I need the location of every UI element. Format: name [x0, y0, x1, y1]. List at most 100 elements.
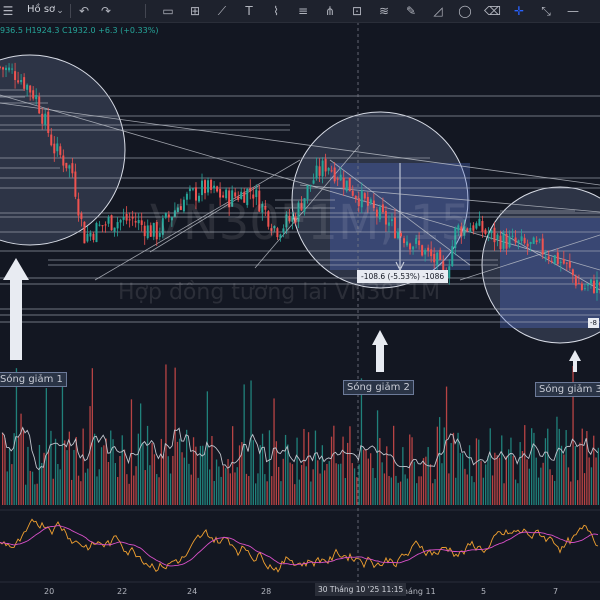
volume-bar — [261, 433, 264, 505]
x-tick: 28 — [261, 587, 272, 596]
volume-bar — [416, 483, 418, 505]
volume-bar — [199, 445, 202, 505]
x-tick: 22 — [117, 587, 128, 596]
wave1-arrow — [3, 258, 29, 360]
volume-bar — [57, 463, 59, 505]
candle-body — [336, 178, 339, 180]
measure-icon[interactable]: ⤡ — [541, 4, 551, 18]
candle-body — [155, 222, 158, 240]
volume-bar — [395, 475, 397, 505]
volume-bar — [381, 462, 383, 505]
candle-body — [240, 191, 243, 200]
volume-bar — [117, 476, 119, 505]
volume-bar — [457, 432, 459, 505]
volume-bar — [496, 455, 498, 505]
candle-body — [427, 247, 430, 251]
volume-bar — [151, 443, 153, 505]
volume-bar — [91, 368, 93, 505]
volume-bar — [397, 482, 399, 505]
candle-body — [14, 71, 17, 80]
polygon-icon[interactable]: ◿ — [433, 4, 443, 18]
volume-bar — [222, 465, 225, 505]
volume-bar — [31, 471, 34, 505]
candle-body — [219, 188, 222, 198]
volume-bar — [544, 438, 547, 505]
profile-selector[interactable]: Hồ sơ — [27, 4, 56, 15]
volume-bar — [558, 428, 560, 505]
candle-body — [400, 233, 403, 237]
volume-bar — [27, 446, 29, 505]
line-icon[interactable]: — — [567, 4, 579, 18]
rsi-layer — [0, 509, 600, 583]
pen-icon[interactable]: ✎ — [405, 4, 417, 18]
candle-body — [553, 255, 556, 264]
candle-body — [421, 245, 424, 256]
volume-bar — [137, 433, 139, 505]
brush-icon[interactable]: ⌇ — [273, 4, 279, 18]
candle-body — [5, 67, 8, 71]
volume-bar — [418, 476, 420, 505]
candle-body — [300, 202, 303, 211]
pitchfork-icon[interactable]: ⋔ — [324, 4, 336, 18]
menu-icon[interactable]: ☰ — [2, 4, 14, 18]
volume-bar — [128, 483, 130, 505]
volume-bar — [167, 456, 169, 505]
volume-bar — [399, 481, 402, 505]
candle-body — [279, 234, 282, 239]
candle-body — [517, 240, 520, 243]
candle-body — [122, 216, 125, 220]
text-icon[interactable]: T — [245, 4, 253, 18]
rsi-ma-line — [0, 525, 599, 567]
fib-icon[interactable]: ≡ — [297, 4, 309, 18]
volume-bar — [114, 463, 116, 505]
redo-icon[interactable]: ↷ — [100, 4, 112, 18]
candle-body — [77, 198, 80, 216]
candle-body — [303, 198, 306, 212]
candle-body — [556, 252, 559, 265]
candle-body — [321, 160, 324, 177]
volume-bar — [50, 430, 52, 505]
wave3-label[interactable]: Sóng giảm 3 — [535, 382, 600, 397]
pattern-icon[interactable]: ≋ — [378, 4, 390, 18]
volume-bar — [360, 378, 363, 505]
volume-bar — [220, 476, 222, 505]
volume-bar — [376, 410, 379, 505]
wave2-label[interactable]: Sóng giảm 2 — [343, 380, 414, 395]
volume-bar — [533, 432, 535, 505]
volume-bar — [353, 468, 356, 505]
candle-body — [463, 226, 466, 236]
volume-bar — [190, 474, 192, 505]
volume-bar — [535, 457, 537, 505]
volume-bar — [422, 458, 425, 505]
candle-body — [448, 266, 451, 278]
circle-icon[interactable]: ◯ — [458, 4, 472, 18]
wave1-label[interactable]: Sóng giảm 1 — [0, 372, 67, 387]
candle-body — [194, 187, 197, 201]
candle-body — [11, 68, 14, 70]
volume-bar — [278, 466, 280, 505]
forecast-icon[interactable]: ⊡ — [351, 4, 363, 18]
volume-bar — [112, 439, 114, 505]
volume-bar — [289, 462, 291, 505]
chevron-down-icon[interactable]: ⌄ — [56, 6, 64, 16]
undo-icon[interactable]: ↶ — [78, 4, 90, 18]
volume-bar — [146, 425, 149, 505]
volume-bar — [314, 430, 317, 505]
volume-bar — [41, 462, 43, 505]
volume-bar — [475, 438, 478, 505]
candle-body — [291, 216, 294, 222]
rect-icon[interactable]: ▭ — [162, 4, 174, 18]
volume-bar — [255, 483, 257, 505]
volume-bar — [480, 461, 482, 505]
candle-body — [460, 226, 463, 236]
volume-bar — [75, 436, 77, 505]
eraser-icon[interactable]: ⌫ — [484, 4, 501, 18]
candle-body — [149, 225, 152, 237]
cross-icon[interactable]: ✛ — [513, 4, 525, 18]
crosshair-box-icon[interactable]: ⊞ — [189, 4, 201, 18]
candle-body — [472, 225, 475, 231]
trend-icon[interactable]: ⟋ — [217, 4, 227, 18]
candle-body — [167, 214, 170, 218]
volume-bar — [514, 479, 517, 505]
